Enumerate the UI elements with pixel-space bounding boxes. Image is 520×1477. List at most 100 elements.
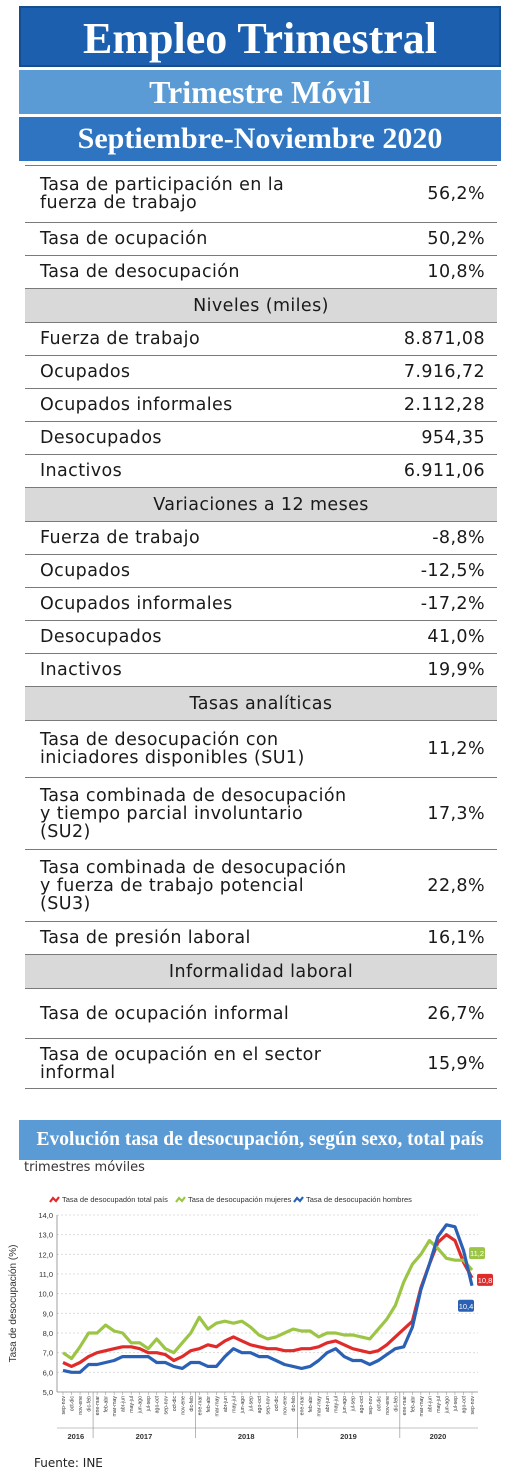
- x-tick-label: abr-jun: [121, 1396, 127, 1412]
- indicator-label: Tasa combinada de desocupación y tiempo …: [40, 785, 347, 842]
- indicator-label: Ocupados informales: [40, 594, 233, 614]
- section-header: Niveles (miles): [25, 288, 497, 322]
- x-tick-label: feb-abr: [308, 1396, 314, 1413]
- x-tick-label: dic-feb: [189, 1396, 195, 1412]
- indicator-row: Ocupados 7.916,72: [25, 355, 497, 388]
- legend-label: Tasa de desocupadón total país: [62, 1195, 168, 1204]
- y-tick-label: 6,0: [43, 1368, 53, 1377]
- legend-swatch: [49, 1196, 60, 1203]
- x-tick-label: feb-abr: [410, 1396, 416, 1413]
- page-subtitle: Trimestre Móvil: [19, 70, 501, 114]
- legend-swatch: [293, 1196, 304, 1203]
- x-tick-label: sep-nov: [163, 1396, 169, 1415]
- year-label: 2016: [67, 1432, 84, 1441]
- y-tick-label: 12,0: [38, 1250, 53, 1259]
- x-tick-label: may-jul: [334, 1396, 340, 1413]
- indicator-label: Tasa de ocupación informal: [40, 1003, 290, 1024]
- x-tick-label: may-jul: [129, 1396, 135, 1413]
- legend-swatch: [175, 1196, 186, 1203]
- x-tick-label: jul-sep: [146, 1396, 152, 1412]
- indicator-value: 954,35: [421, 428, 485, 448]
- x-tick-label: jul-sep: [351, 1396, 357, 1412]
- indicator-label: Inactivos: [40, 660, 123, 680]
- indicator-row: Ocupados informales -17,2%: [25, 587, 497, 620]
- indicator-row: Tasa de participación en la fuerza de tr…: [25, 165, 497, 222]
- indicator-label: Desocupados: [40, 428, 162, 448]
- x-tick-label: ene-mar: [95, 1396, 101, 1416]
- indicator-value: 50,2%: [427, 229, 485, 249]
- indicator-row: Fuerza de trabajo 8.871,08: [25, 322, 497, 355]
- indicator-row: Tasa combinada de desocupación y tiempo …: [25, 777, 497, 849]
- x-tick-label: ago-oct: [155, 1395, 161, 1413]
- indicator-label: Inactivos: [40, 461, 123, 481]
- indicator-row: Fuerza de trabajo -8,8%: [25, 521, 497, 554]
- indicator-row: Inactivos 6.911,06: [25, 454, 497, 487]
- x-tick-label: sep-nov: [368, 1396, 374, 1415]
- section-header: Tasas analíticas: [25, 686, 497, 720]
- x-tick-label: sep-nov: [61, 1396, 67, 1415]
- indicator-value: 16,1%: [427, 928, 485, 948]
- indicator-value: 41,0%: [427, 627, 485, 647]
- end-value-label: 10,8: [478, 1276, 493, 1285]
- x-tick-label: oct-dic: [70, 1396, 76, 1412]
- indicator-value: 17,3%: [427, 803, 485, 824]
- y-tick-label: 7,0: [43, 1349, 53, 1358]
- indicator-value: -12,5%: [420, 561, 485, 581]
- indicator-row: Tasa combinada de desocupación y fuerza …: [25, 849, 497, 921]
- indicator-value: 8.871,08: [403, 329, 485, 349]
- indicator-value: 6.911,06: [403, 461, 485, 481]
- indicator-label: Ocupados informales: [40, 395, 233, 415]
- year-label: 2018: [238, 1432, 255, 1441]
- x-tick-label: mar-may: [214, 1396, 220, 1417]
- indicator-value: 15,9%: [427, 1053, 485, 1074]
- section-header: Variaciones a 12 meses: [25, 487, 497, 521]
- x-tick-label: jun-ago: [240, 1396, 246, 1414]
- x-tick-label: sep-nov: [470, 1396, 476, 1415]
- indicator-value: 2.112,28: [403, 395, 485, 415]
- indicator-label: Fuerza de trabajo: [40, 329, 201, 349]
- chart-title: Evolución tasa de desocupación, según se…: [19, 1120, 501, 1160]
- x-tick-label: mar-may: [317, 1396, 323, 1417]
- indicator-label: Fuerza de trabajo: [40, 528, 201, 548]
- x-tick-label: oct-dic: [172, 1396, 178, 1412]
- y-tick-label: 9,0: [43, 1309, 53, 1318]
- period-banner: Septiembre-Noviembre 2020: [19, 117, 501, 161]
- indicator-row: Tasa de desocupación 10,8%: [25, 255, 497, 288]
- end-value-badge: [469, 1247, 485, 1260]
- x-tick-label: jul-sep: [453, 1396, 459, 1412]
- indicator-row: Inactivos 19,9%: [25, 653, 497, 686]
- x-tick-label: ene-mar: [197, 1396, 203, 1416]
- x-tick-label: abr-jun: [325, 1396, 331, 1412]
- x-tick-label: jun-ago: [138, 1396, 144, 1414]
- indicator-row: Desocupados 41,0%: [25, 620, 497, 653]
- x-tick-label: feb-abr: [206, 1396, 212, 1413]
- x-tick-label: abr-jun: [223, 1396, 229, 1412]
- y-tick-label: 8,0: [43, 1329, 53, 1338]
- end-value-label: 10,4: [459, 1302, 474, 1311]
- y-tick-label: 13,0: [38, 1231, 53, 1240]
- chart-subtitle: trimestres móviles: [24, 1160, 145, 1175]
- x-tick-label: nov-ene: [180, 1396, 186, 1415]
- x-tick-label: dic-feb: [291, 1396, 297, 1412]
- series-line: [62, 1233, 474, 1368]
- x-tick-label: jul-sep: [248, 1396, 254, 1412]
- x-tick-label: nov-ene: [283, 1396, 289, 1415]
- x-tick-label: oct-dic: [376, 1396, 382, 1412]
- legend-label: Tasa de desocupación mujeres: [188, 1195, 292, 1204]
- indicator-value: 56,2%: [427, 184, 485, 204]
- x-tick-label: oct-dic: [274, 1396, 280, 1412]
- x-tick-label: feb-abr: [104, 1396, 110, 1413]
- indicator-label: Tasa de participación en la fuerza de tr…: [40, 175, 285, 213]
- y-axis-label: Tasa de desocupación (%): [8, 1245, 19, 1363]
- legend-label: Tasa de desocupación hombres: [306, 1195, 412, 1204]
- series-line: [62, 1239, 474, 1361]
- end-value-badge: [477, 1273, 493, 1286]
- y-tick-label: 10,0: [38, 1290, 53, 1299]
- x-tick-label: ago-oct: [257, 1395, 263, 1413]
- indicator-row: Tasa de desocupación con iniciadores dis…: [25, 720, 497, 777]
- indicator-row: Tasa de ocupación en el sector informal 1…: [25, 1038, 497, 1088]
- x-tick-label: dic-feb: [87, 1396, 93, 1412]
- indicator-row: Ocupados informales 2.112,28: [25, 388, 497, 421]
- x-tick-label: mar-may: [112, 1396, 118, 1417]
- indicator-row: Desocupados 954,35: [25, 421, 497, 454]
